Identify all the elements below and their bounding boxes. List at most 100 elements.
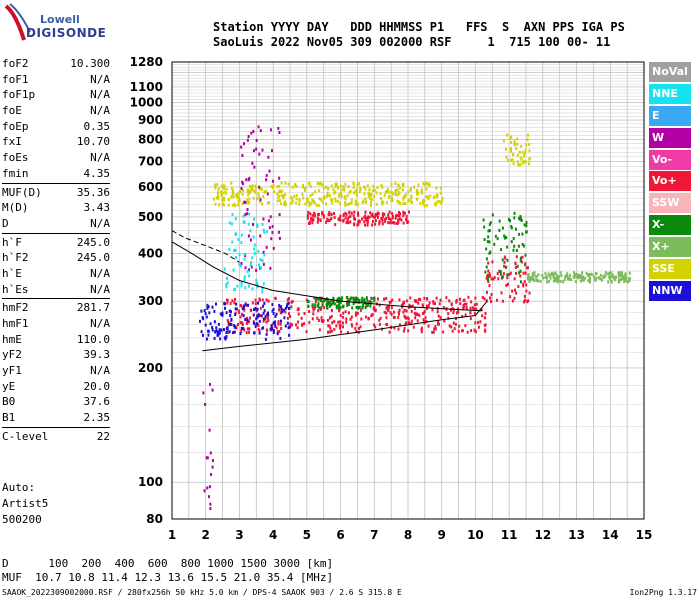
data-point bbox=[210, 473, 213, 477]
data-point bbox=[322, 215, 325, 219]
data-point bbox=[521, 161, 524, 165]
data-point bbox=[385, 311, 388, 315]
data-point bbox=[228, 221, 231, 225]
data-point bbox=[312, 199, 315, 203]
data-point bbox=[509, 295, 512, 299]
data-point bbox=[389, 221, 392, 225]
data-point bbox=[507, 217, 510, 221]
data-point bbox=[541, 276, 544, 280]
data-point bbox=[284, 324, 287, 328]
data-point bbox=[280, 193, 283, 197]
data-point bbox=[250, 131, 253, 135]
data-point bbox=[438, 200, 441, 204]
data-point bbox=[305, 298, 308, 302]
data-point bbox=[374, 325, 377, 329]
data-point bbox=[364, 187, 367, 191]
data-point bbox=[519, 163, 522, 167]
data-point bbox=[322, 200, 325, 204]
data-point bbox=[248, 327, 251, 331]
data-point bbox=[316, 297, 319, 301]
data-point bbox=[291, 197, 294, 201]
data-point bbox=[420, 330, 423, 334]
data-point bbox=[327, 324, 330, 328]
data-point bbox=[607, 280, 610, 284]
data-point bbox=[419, 297, 422, 301]
data-point bbox=[373, 299, 376, 303]
data-point bbox=[297, 320, 300, 324]
data-point bbox=[262, 217, 265, 221]
data-point bbox=[403, 195, 406, 199]
data-point bbox=[258, 152, 261, 156]
data-point bbox=[581, 271, 584, 275]
data-point bbox=[337, 303, 340, 307]
data-point bbox=[470, 300, 473, 304]
data-point bbox=[394, 214, 397, 218]
data-point bbox=[219, 337, 222, 341]
data-point bbox=[331, 201, 334, 205]
data-point bbox=[217, 187, 220, 191]
data-point bbox=[566, 273, 569, 277]
data-point bbox=[253, 331, 256, 335]
param-row: M(D) 3.43 bbox=[2, 200, 110, 216]
data-point bbox=[397, 200, 400, 204]
y-tick-label: 1100 bbox=[130, 80, 163, 94]
data-point bbox=[274, 296, 277, 300]
footer-file-info: SAAOK_2022309002000.RSF / 280fx256h 50 k… bbox=[2, 588, 402, 597]
data-point bbox=[243, 328, 246, 332]
data-point bbox=[234, 232, 237, 236]
param-separator bbox=[2, 426, 110, 428]
data-point bbox=[405, 299, 408, 303]
legend-item: NNE bbox=[649, 83, 691, 104]
data-point bbox=[284, 203, 287, 207]
data-point bbox=[439, 316, 442, 320]
data-point bbox=[488, 272, 491, 276]
data-point bbox=[246, 138, 249, 142]
data-point bbox=[289, 315, 292, 319]
data-point bbox=[256, 282, 259, 286]
data-point bbox=[340, 192, 343, 196]
data-point bbox=[307, 210, 310, 214]
plot-border bbox=[171, 61, 645, 520]
data-point bbox=[516, 153, 519, 157]
data-point bbox=[475, 302, 478, 306]
data-point bbox=[248, 268, 251, 272]
data-point bbox=[255, 139, 258, 143]
data-point bbox=[513, 142, 516, 146]
data-point bbox=[442, 330, 445, 334]
data-point bbox=[240, 187, 243, 191]
data-point bbox=[291, 185, 294, 189]
data-point bbox=[278, 303, 281, 307]
auto-code: 500200 bbox=[2, 513, 42, 526]
data-point bbox=[455, 311, 458, 315]
data-point bbox=[255, 317, 258, 321]
data-point bbox=[493, 242, 496, 246]
data-point bbox=[365, 315, 368, 319]
data-point bbox=[267, 318, 270, 322]
data-point bbox=[215, 329, 218, 333]
data-point bbox=[522, 244, 525, 248]
data-point bbox=[227, 320, 230, 324]
data-point bbox=[482, 218, 485, 222]
data-point bbox=[555, 279, 558, 283]
data-point bbox=[566, 277, 569, 281]
data-point bbox=[367, 192, 370, 196]
data-point bbox=[346, 218, 349, 222]
data-point bbox=[342, 311, 345, 315]
data-point bbox=[286, 321, 289, 325]
data-point bbox=[320, 306, 323, 310]
data-point bbox=[434, 202, 437, 206]
data-point bbox=[241, 182, 244, 186]
data-point bbox=[217, 194, 220, 198]
x-tick-label: 7 bbox=[370, 528, 378, 542]
data-point bbox=[376, 215, 379, 219]
data-point bbox=[326, 217, 329, 221]
data-point bbox=[228, 247, 231, 251]
data-point bbox=[417, 301, 420, 305]
data-point bbox=[363, 220, 366, 224]
data-point bbox=[416, 319, 419, 323]
data-point bbox=[424, 316, 427, 320]
data-point bbox=[355, 311, 358, 315]
data-point bbox=[522, 271, 525, 275]
data-point bbox=[246, 198, 249, 202]
data-point bbox=[280, 181, 283, 185]
